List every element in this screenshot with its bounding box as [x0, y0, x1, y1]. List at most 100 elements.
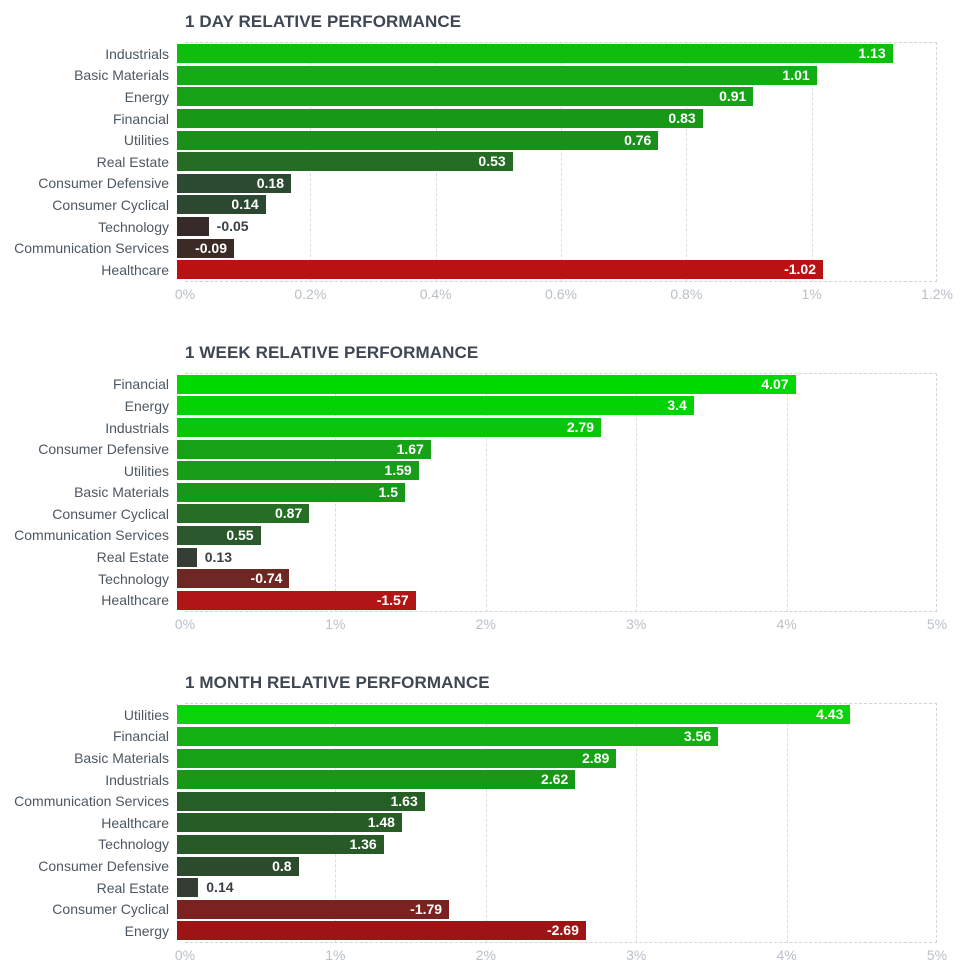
- bar-track: 0.55: [177, 525, 937, 545]
- bar-row: Healthcare 1.48: [0, 812, 967, 834]
- category-label: Consumer Defensive: [38, 441, 169, 458]
- bar-row: Communication Services 1.63: [0, 790, 967, 812]
- bar-track: 1.5: [177, 482, 937, 502]
- bar-track: 4.07: [177, 374, 937, 394]
- category-label: Utilities: [123, 462, 169, 479]
- bar-track: 0.76: [177, 130, 937, 150]
- category-label: Technology: [98, 218, 169, 235]
- value-label: 1.5: [378, 483, 398, 500]
- bar[interactable]: 1.63: [177, 791, 425, 811]
- bar-track: -1.02: [177, 260, 937, 280]
- category-label: Consumer Cyclical: [52, 901, 169, 918]
- bar-row: Communication Services -0.09: [0, 237, 967, 259]
- axis-tick-label: 1%: [325, 946, 346, 963]
- bar[interactable]: -0.09: [177, 238, 234, 258]
- value-label: 0.8: [272, 857, 292, 874]
- category-label: Communication Services: [14, 793, 169, 810]
- bar-row: Technology -0.74: [0, 568, 967, 590]
- bar-row: Consumer Defensive 1.67: [0, 438, 967, 460]
- bar[interactable]: 1.36: [177, 834, 384, 854]
- bar-track: 1.59: [177, 461, 937, 481]
- chart-1-month-relative-performance: 1 MONTH RELATIVE PERFORMANCE Utilities 4.…: [0, 673, 967, 964]
- bar-row: Communication Services 0.55: [0, 525, 967, 547]
- bar-row: Basic Materials 1.01: [0, 65, 967, 87]
- bar[interactable]: 0.53: [177, 152, 513, 172]
- bar-track: 0.8: [177, 856, 937, 876]
- category-label: Consumer Cyclical: [52, 505, 169, 522]
- category-label: Communication Services: [14, 240, 169, 257]
- bar[interactable]: -0.74: [177, 569, 290, 589]
- bar-track: 0.13: [177, 547, 937, 567]
- bar[interactable]: 1.48: [177, 813, 402, 833]
- x-axis: 0% 1% 2% 3% 4% 5%: [175, 615, 947, 633]
- value-label: 0.18: [256, 174, 284, 191]
- bar[interactable]: [177, 547, 197, 567]
- axis-tick-label: 2%: [475, 946, 496, 963]
- bar-track: 0.18: [177, 173, 937, 193]
- bar-track: 0.53: [177, 152, 937, 172]
- bar[interactable]: 0.8: [177, 856, 299, 876]
- bar[interactable]: 4.07: [177, 374, 796, 394]
- bar-track: -2.69: [177, 921, 937, 941]
- bar-track: 4.43: [177, 705, 937, 725]
- bar[interactable]: -1.02: [177, 260, 823, 280]
- bar-track: 0.14: [177, 195, 937, 215]
- category-label: Healthcare: [101, 592, 169, 609]
- category-label: Utilities: [123, 132, 169, 149]
- bar-track: 1.67: [177, 439, 937, 459]
- bar[interactable]: -1.57: [177, 590, 416, 610]
- bar[interactable]: [177, 217, 209, 237]
- category-label: Real Estate: [96, 153, 169, 170]
- bar[interactable]: 0.18: [177, 173, 291, 193]
- bar[interactable]: 0.55: [177, 525, 261, 545]
- axis-tick-label: 4%: [776, 946, 797, 963]
- value-label: -1.02: [784, 261, 816, 278]
- value-label: 0.55: [226, 526, 254, 543]
- category-label: Industrials: [105, 419, 169, 436]
- bar-row: Industrials 1.13: [0, 43, 967, 65]
- category-label: Financial: [112, 376, 169, 393]
- bar-row: Energy -2.69: [0, 920, 967, 942]
- bar[interactable]: 0.14: [177, 195, 266, 215]
- axis-tick-label: 1.2%: [921, 285, 953, 302]
- category-label: Utilities: [123, 706, 169, 723]
- category-label: Healthcare: [101, 814, 169, 831]
- value-label: 4.43: [816, 706, 844, 723]
- bar[interactable]: 2.62: [177, 770, 576, 790]
- bar[interactable]: 0.87: [177, 504, 310, 524]
- bar-row: Technology -0.05: [0, 216, 967, 238]
- bar-row: Consumer Defensive 0.8: [0, 855, 967, 877]
- bar[interactable]: [177, 878, 199, 898]
- axis-tick-label: 0.6%: [545, 285, 577, 302]
- bar[interactable]: 2.89: [177, 748, 617, 768]
- category-label: Financial: [112, 728, 169, 745]
- bar[interactable]: 3.56: [177, 726, 719, 746]
- bar[interactable]: 1.5: [177, 482, 405, 502]
- category-label: Financial: [112, 110, 169, 127]
- value-label: 3.4: [667, 397, 687, 414]
- rows: Utilities 4.43 Financial 3.56 Basic Material…: [0, 703, 967, 943]
- value-label: 1.48: [367, 814, 395, 831]
- bar[interactable]: 0.83: [177, 109, 703, 129]
- bar[interactable]: 2.79: [177, 418, 602, 438]
- bar[interactable]: 4.43: [177, 705, 851, 725]
- bar[interactable]: 3.4: [177, 396, 694, 416]
- bar[interactable]: 1.13: [177, 44, 893, 64]
- bar[interactable]: 0.76: [177, 130, 659, 150]
- bar[interactable]: 0.91: [177, 87, 754, 107]
- bar-track: 1.48: [177, 813, 937, 833]
- bar[interactable]: -2.69: [177, 921, 586, 941]
- bar[interactable]: 1.67: [177, 439, 431, 459]
- bar-track: -0.09: [177, 238, 937, 258]
- category-label: Communication Services: [14, 527, 169, 544]
- bar[interactable]: 1.01: [177, 65, 817, 85]
- sector-performance-dashboard: 1 DAY RELATIVE PERFORMANCE Industrials 1.…: [0, 12, 967, 964]
- chart-1-week-relative-performance: 1 WEEK RELATIVE PERFORMANCE Financial 4.0…: [0, 343, 967, 634]
- bar-row: Utilities 1.59: [0, 460, 967, 482]
- bar[interactable]: -1.79: [177, 899, 450, 919]
- bar-track: 0.87: [177, 504, 937, 524]
- category-label: Real Estate: [96, 549, 169, 566]
- axis-tick-label: 0.4%: [419, 285, 452, 302]
- category-label: Consumer Defensive: [38, 858, 169, 875]
- bar[interactable]: 1.59: [177, 461, 419, 481]
